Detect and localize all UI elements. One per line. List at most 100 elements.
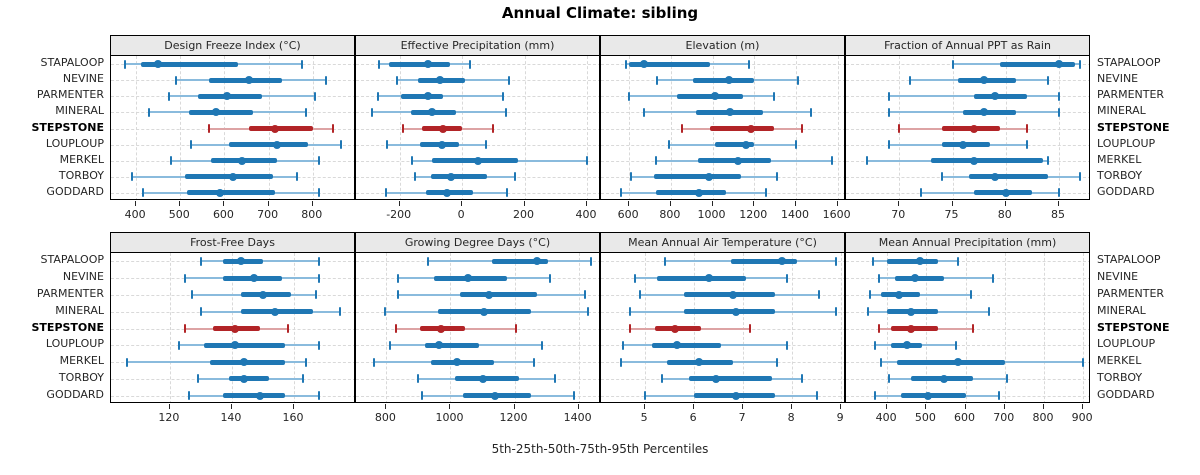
axis-tick: [886, 404, 888, 409]
axis-tick-label: 200: [513, 208, 535, 221]
axis-tick-label: 900: [1071, 411, 1093, 424]
cap-5th: [642, 107, 645, 117]
gridline-vertical: [136, 56, 138, 199]
axis-tick-label: 800: [1032, 411, 1054, 424]
cap-5th: [644, 391, 647, 401]
box-25-75: [248, 126, 313, 131]
station-label-right-goddard: GODDARD: [1097, 184, 1155, 198]
axis-tick: [791, 404, 793, 409]
box-25-75: [204, 342, 285, 348]
panel-plot-mean-annual-precipitation-mm: [845, 252, 1090, 403]
station-label-left-merkel: MERKEL: [59, 354, 104, 368]
cap-5th: [168, 91, 171, 101]
axis-tick-label: 600: [212, 208, 234, 221]
cap-5th: [174, 75, 177, 85]
median-dot: [244, 76, 253, 85]
median-dot: [741, 140, 750, 149]
axis-tick-label: 70: [891, 208, 906, 221]
axis-tick: [925, 404, 927, 409]
median-dot: [910, 274, 919, 283]
station-label-right-stapaloop: STAPALOOP: [1097, 253, 1161, 267]
gridline-vertical: [586, 56, 588, 199]
box-25-75: [710, 126, 775, 131]
cap-95th: [972, 324, 975, 333]
median-dot: [980, 76, 989, 85]
axis-tick: [711, 201, 713, 206]
cap-95th: [317, 273, 320, 283]
axis-tick-label: 400: [875, 411, 897, 424]
median-dot: [959, 140, 968, 149]
cap-95th: [831, 156, 834, 166]
station-label-left-goddard: GODDARD: [46, 387, 104, 401]
cap-95th: [340, 140, 343, 150]
cap-95th: [507, 75, 510, 85]
cap-95th: [532, 357, 535, 367]
cap-95th: [583, 290, 586, 300]
cap-95th: [324, 75, 327, 85]
cap-95th: [776, 357, 779, 367]
cap-95th: [1079, 172, 1082, 182]
median-dot: [969, 124, 978, 133]
cap-5th: [919, 188, 922, 198]
cap-5th: [874, 340, 877, 350]
axis-tick-label: 8: [787, 411, 795, 424]
cap-95th: [286, 324, 289, 333]
axis-tick: [836, 201, 838, 206]
axis-tick: [513, 404, 515, 409]
box-25-75: [1000, 61, 1076, 67]
axis-tick-label: 85: [1051, 208, 1066, 221]
cap-5th: [376, 91, 379, 101]
axis-tick-label: 75: [944, 208, 959, 221]
cap-5th: [199, 256, 202, 266]
station-label-right-stapaloop: STAPALOOP: [1097, 56, 1161, 70]
median-dot: [237, 257, 246, 266]
cap-5th: [872, 256, 875, 266]
cap-95th: [302, 374, 305, 384]
cap-95th: [548, 273, 551, 283]
cap-5th: [880, 357, 883, 367]
box-25-75: [460, 292, 537, 298]
axis-tick: [230, 404, 232, 409]
station-label-right-louploup: LOUPLOUP: [1097, 136, 1156, 150]
cap-5th: [411, 156, 414, 166]
axis-tick-label: 1400: [780, 208, 809, 221]
median-dot: [778, 257, 787, 266]
median-dot: [670, 324, 679, 333]
axis-tick-label: 400: [124, 208, 146, 221]
cap-95th: [553, 374, 556, 384]
cap-5th: [141, 188, 144, 198]
cap-95th: [585, 156, 588, 166]
station-label-right-merkel: MERKEL: [1097, 152, 1142, 166]
cap-5th: [125, 357, 128, 367]
median-dot: [731, 391, 740, 400]
panel-header-mean-annual-air-temperature-c: Mean Annual Air Temperature (°C): [600, 232, 845, 252]
box-25-75: [652, 342, 722, 348]
median-dot: [437, 140, 446, 149]
axis-tick-label: 5: [640, 411, 648, 424]
station-label-left-stapaloop: STAPALOOP: [40, 56, 104, 70]
station-label-right-stepstone: STEPSTONE: [1097, 320, 1170, 334]
median-dot: [436, 76, 445, 85]
median-dot: [216, 188, 225, 197]
cap-95th: [514, 172, 517, 182]
median-dot: [452, 358, 461, 367]
cap-95th: [835, 307, 838, 317]
box-25-75: [424, 342, 480, 348]
cap-5th: [420, 391, 423, 401]
box-25-75: [431, 359, 494, 365]
station-label-right-torboy: TORBOY: [1097, 370, 1143, 384]
median-dot: [240, 374, 249, 383]
station-label-left-stepstone: STEPSTONE: [31, 120, 105, 134]
box-25-75: [896, 359, 1005, 365]
median-dot: [705, 172, 714, 181]
axis-tick-label: 500: [914, 411, 936, 424]
panel-plot-growing-degree-days-c: [355, 252, 600, 403]
cap-5th: [396, 273, 399, 283]
panel-plot-effective-precipitation-mm: [355, 55, 600, 200]
median-dot: [1001, 188, 1010, 197]
cap-5th: [401, 124, 404, 133]
box-25-75: [895, 275, 944, 281]
median-dot: [953, 358, 962, 367]
median-dot: [231, 324, 240, 333]
median-dot: [491, 391, 500, 400]
